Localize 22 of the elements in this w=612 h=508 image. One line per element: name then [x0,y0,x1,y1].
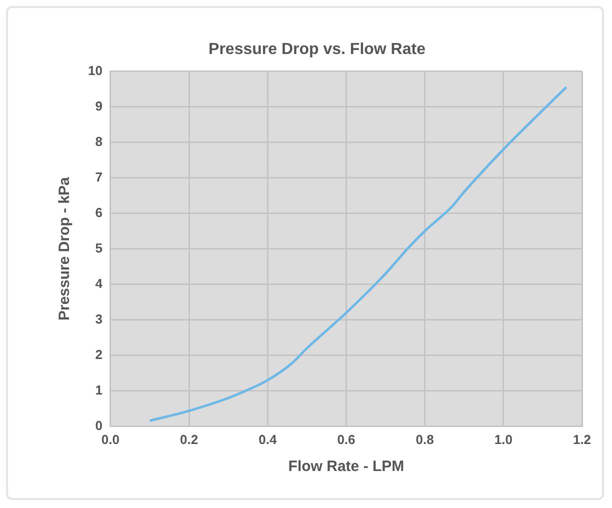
chart-title: Pressure Drop vs. Flow Rate [208,41,426,58]
y-tick-label: 5 [95,240,102,256]
y-tick-label: 0 [95,418,102,433]
y-tick-label: 3 [95,311,102,326]
y-tick-label: 6 [95,204,102,220]
y-tick-label: 9 [95,98,102,114]
y-axis-title: Pressure Drop - kPa [56,176,74,321]
y-tick-label: 4 [95,276,104,291]
x-tick-label: 1.0 [494,432,512,447]
line-series [148,86,568,422]
y-tick-label: 8 [95,134,102,149]
x-tick-label: 0.4 [258,432,278,447]
x-tick-label: 0.8 [416,432,434,447]
x-tick-label: 1.2 [572,432,592,447]
y-tick-label: 7 [95,169,102,184]
y-tick-label: 2 [95,346,102,362]
y-tick-label: 1 [95,382,102,398]
x-tick-label: 0.6 [337,432,356,447]
x-tick-label: 0.0 [101,432,120,447]
x-tick-label: 0.2 [180,432,198,447]
y-tick-label: 10 [88,62,102,78]
x-axis-title: Flow Rate - LPM [288,458,404,476]
